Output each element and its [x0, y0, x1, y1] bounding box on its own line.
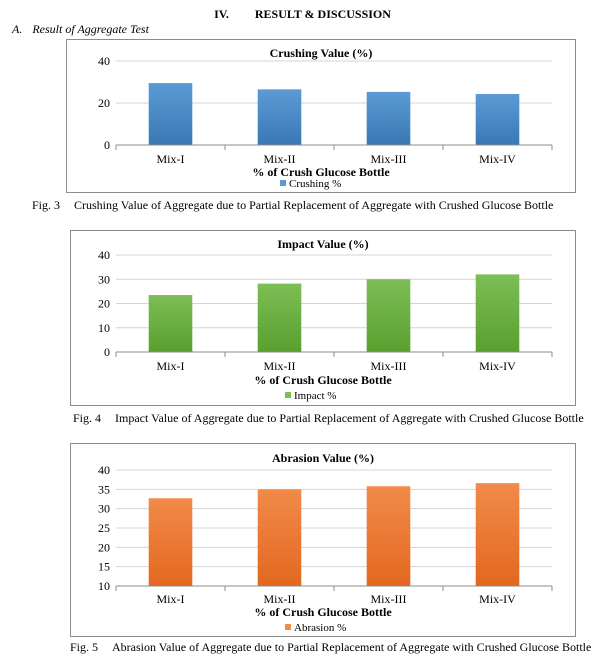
- category-label: Mix-I: [157, 152, 185, 166]
- bar: [257, 283, 302, 352]
- y-tick-label: 20: [98, 540, 110, 554]
- category-label: Mix-III: [371, 592, 407, 606]
- legend-label: Abrasion %: [294, 622, 346, 634]
- bar: [148, 498, 193, 586]
- category-label: Mix-II: [264, 152, 296, 166]
- abrasion-chart: Abrasion Value (%) 10 15 20 25 30 35 40 Mix-I Mix…: [70, 443, 576, 637]
- x-axis-label: % of Crush Glucose Bottle: [252, 165, 390, 179]
- y-tick-label: 40: [98, 248, 110, 262]
- x-axis-label: % of Crush Glucose Bottle: [254, 373, 392, 387]
- abrasion-chart-svg: Abrasion Value (%) 10 15 20 25 30 35 40 Mix-I Mix…: [70, 443, 576, 637]
- impact-chart-svg: Impact Value (%) 0 10 20 30 40 Mix-I Mix-II Mix-…: [70, 230, 576, 406]
- section-heading: IV. RESULT & DISCUSSION: [0, 7, 605, 22]
- bar: [366, 486, 411, 586]
- crushing-chart: Crushing Value (%) 0 20 40 Mix-I Mix-II Mix-II…: [66, 39, 576, 193]
- chart-title: Crushing Value (%): [270, 46, 373, 60]
- category-label: Mix-IV: [479, 359, 516, 373]
- figure-label: Fig. 5: [70, 640, 99, 654]
- legend-swatch: [285, 624, 291, 630]
- y-tick-label: 20: [98, 96, 110, 110]
- impact-chart: Impact Value (%) 0 10 20 30 40 Mix-I Mix-II Mix-…: [70, 230, 576, 406]
- category-label: Mix-III: [371, 359, 407, 373]
- category-label: Mix-II: [264, 359, 296, 373]
- figure-caption: Fig. 4 Impact Value of Aggregate due to P…: [73, 411, 584, 426]
- y-tick-label: 25: [98, 521, 110, 535]
- y-tick-label: 30: [98, 272, 110, 286]
- y-tick-label: 10: [98, 321, 110, 335]
- y-tick-label: 40: [98, 54, 110, 68]
- subsection-letter: A.: [12, 22, 23, 36]
- bar: [475, 483, 520, 586]
- category-label: Mix-I: [157, 359, 185, 373]
- section-title: RESULT & DISCUSSION: [254, 7, 391, 21]
- bar: [366, 279, 411, 352]
- crushing-chart-svg: Crushing Value (%) 0 20 40 Mix-I Mix-II Mix-II…: [66, 39, 576, 193]
- y-tick-label: 35: [98, 482, 110, 496]
- figure-label: Fig. 3: [32, 198, 61, 212]
- figure-text: Abrasion Value of Aggregate due to Parti…: [112, 640, 592, 654]
- figure-caption: Fig. 3 Crushing Value of Aggregate due to…: [32, 198, 553, 213]
- y-tick-label: 30: [98, 502, 110, 516]
- category-label: Mix-II: [264, 592, 296, 606]
- bar: [148, 295, 193, 352]
- figure-caption: Fig. 5 Abrasion Value of Aggregate due to…: [70, 640, 591, 655]
- chart-title: Abrasion Value (%): [272, 451, 374, 465]
- y-tick-label: 0: [104, 345, 110, 359]
- category-label: Mix-III: [371, 152, 407, 166]
- section-number: IV.: [214, 7, 229, 21]
- y-tick-label: 0: [104, 138, 110, 152]
- subsection-heading: A. Result of Aggregate Test: [12, 22, 149, 37]
- legend-label: Impact %: [294, 390, 336, 402]
- figure-text: Crushing Value of Aggregate due to Parti…: [74, 198, 554, 212]
- y-tick-label: 20: [98, 297, 110, 311]
- bar: [366, 91, 411, 145]
- chart-title: Impact Value (%): [277, 237, 368, 251]
- bar: [475, 93, 520, 145]
- bar: [148, 83, 193, 145]
- bar: [257, 489, 302, 586]
- figure-label: Fig. 4: [73, 411, 102, 425]
- bar: [475, 274, 520, 352]
- category-label: Mix-IV: [479, 152, 516, 166]
- y-tick-label: 15: [98, 560, 110, 574]
- y-tick-label: 40: [98, 463, 110, 477]
- category-label: Mix-I: [157, 592, 185, 606]
- figure-text: Impact Value of Aggregate due to Partial…: [115, 411, 584, 425]
- y-tick-label: 10: [98, 579, 110, 593]
- legend-swatch: [285, 392, 291, 398]
- subsection-title: Result of Aggregate Test: [32, 22, 149, 36]
- category-label: Mix-IV: [479, 592, 516, 606]
- legend-label: Crushing %: [289, 178, 341, 190]
- bar: [257, 89, 302, 145]
- x-axis-label: % of Crush Glucose Bottle: [254, 605, 392, 619]
- legend-swatch: [280, 180, 286, 186]
